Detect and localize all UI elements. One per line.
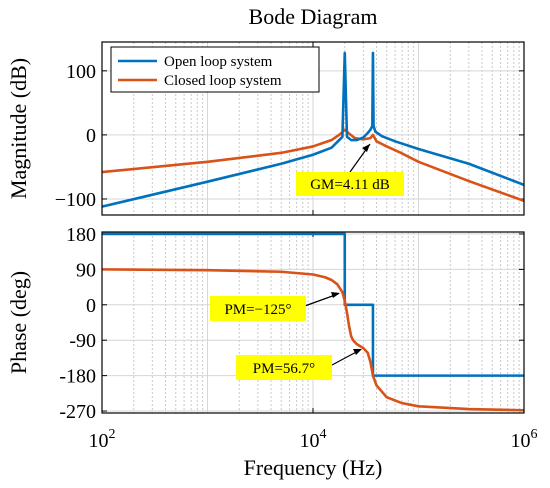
x-tick-labels: 102 104 106 — [89, 427, 538, 452]
phase-series — [101, 232, 525, 412]
magnitude-plot-frame — [101, 41, 525, 216]
phase-plot: 180 90 0 -90 -180 -270 Phase (deg) PM=−125° P… — [6, 224, 525, 423]
phase-plot-frame — [101, 231, 525, 414]
magnitude-plot: 100 0 −100 Magnitude (dB) Open loop system… — [6, 41, 525, 216]
y-tick-label: 0 — [86, 295, 96, 317]
gm-annotation-text: GM=4.11 dB — [310, 177, 390, 193]
y-tick-label: 100 — [66, 61, 96, 83]
x-axis-label: Frequency (Hz) — [244, 455, 383, 480]
pm-annotation-2: PM=56.7° — [236, 349, 362, 380]
legend-box — [110, 46, 320, 93]
pm-annotation-1: PM=−125° — [210, 292, 340, 321]
gm-annotation: GM=4.11 dB — [296, 143, 404, 196]
pm-annotation-1-text: PM=−125° — [224, 302, 291, 318]
gm-annotation-arrowhead — [362, 144, 370, 152]
pm-annotation-1-arrow — [301, 293, 339, 308]
magnitude-series — [101, 51, 525, 208]
y-tick-label: −100 — [55, 189, 96, 211]
gm-annotation-box — [296, 172, 404, 196]
chart-title: Bode Diagram — [249, 4, 378, 29]
pm-annotation-1-box — [210, 296, 306, 321]
y-tick-label: -270 — [59, 401, 96, 423]
pm-annotation-1-arrowhead — [331, 292, 340, 298]
x-tick-label: 106 — [511, 427, 538, 452]
y-tick-label: -90 — [69, 330, 96, 352]
y-tick-label: -180 — [59, 366, 96, 388]
y-tick-label: 180 — [66, 224, 96, 246]
pm-annotation-2-box — [236, 355, 332, 380]
pm-annotation-2-text: PM=56.7° — [253, 361, 315, 377]
legend-closed-loop-label: Closed loop system — [164, 73, 282, 89]
phase-y-tick-labels: 180 90 0 -90 -180 -270 — [59, 224, 96, 423]
phase-y-axis-label: Phase (deg) — [6, 271, 31, 374]
y-tick-label: 0 — [86, 125, 96, 147]
phase-open-loop-system-line — [102, 232, 524, 377]
magnitude-y-axis-label: Magnitude (dB) — [6, 58, 31, 199]
x-tick-label: 104 — [300, 427, 327, 452]
x-tick-label: 102 — [89, 427, 116, 452]
legend: Open loop system Closed loop system — [110, 46, 320, 93]
magnitude-open-loop-system-line — [101, 51, 525, 208]
magnitude-y-tick-labels: 100 0 −100 — [55, 61, 96, 211]
pm-annotation-2-arrowhead — [353, 349, 362, 355]
phase-closed-loop-system-line — [101, 268, 525, 412]
legend-open-loop-label: Open loop system — [164, 54, 273, 70]
y-tick-label: 90 — [76, 259, 96, 281]
